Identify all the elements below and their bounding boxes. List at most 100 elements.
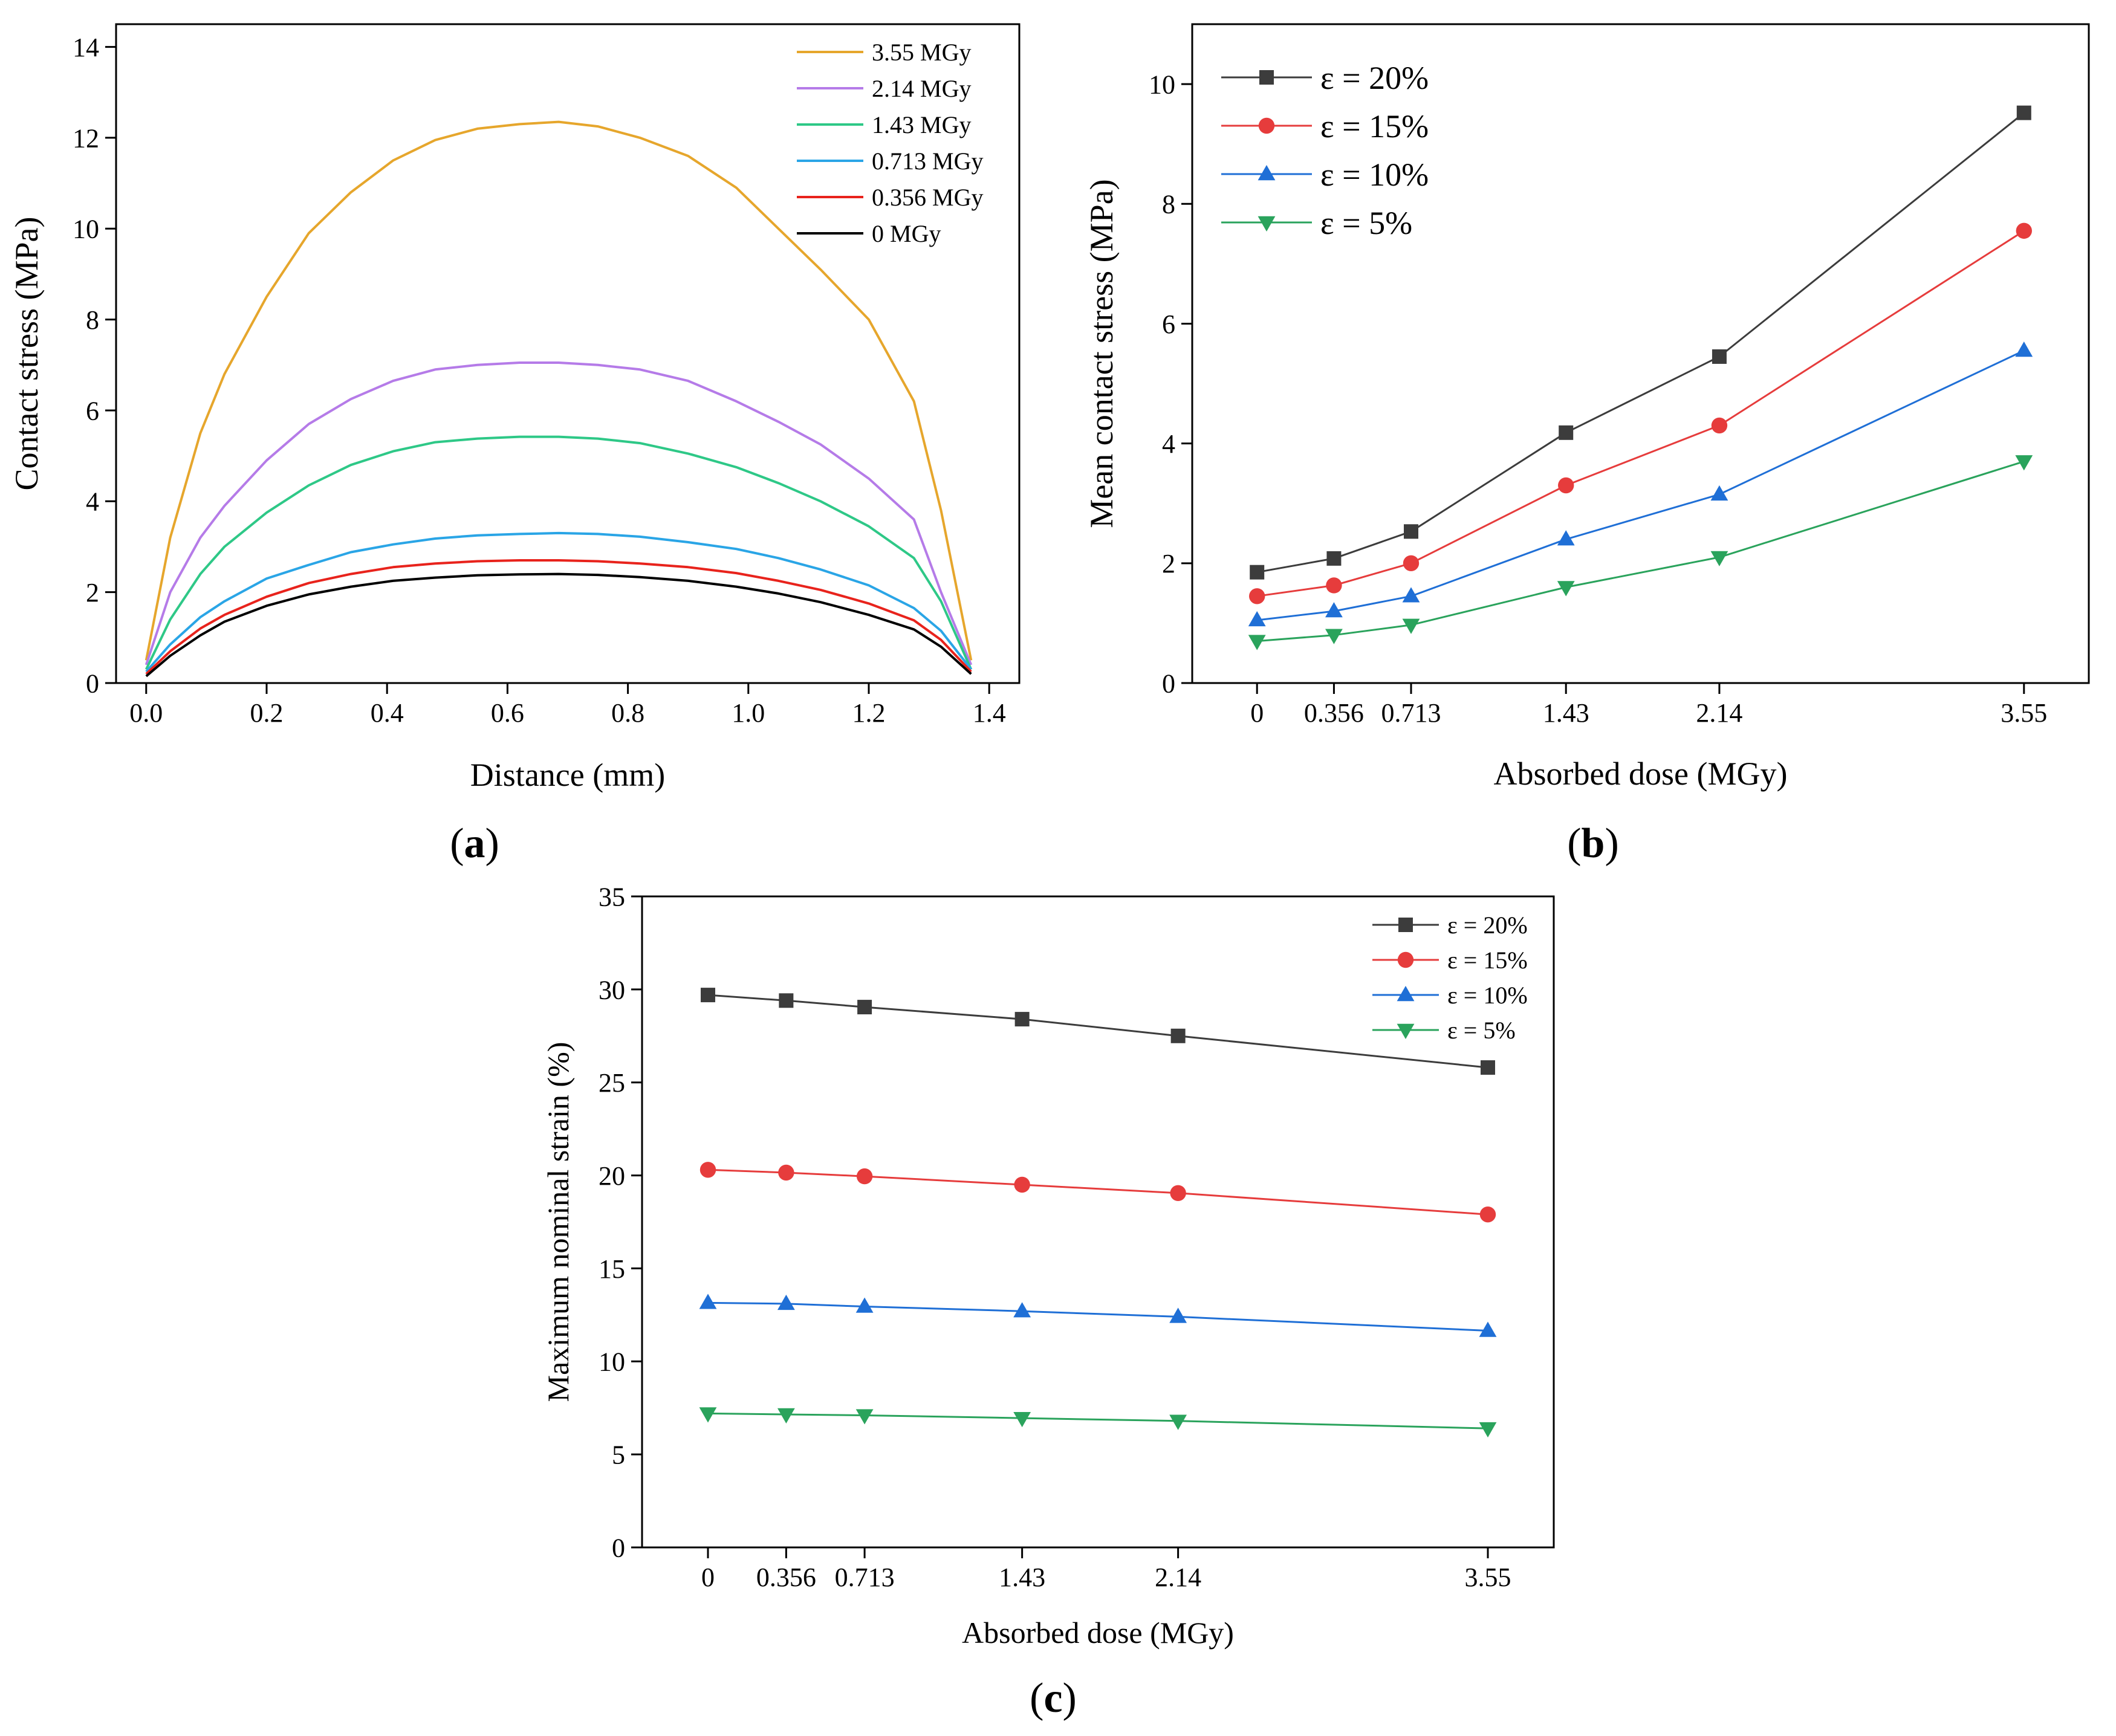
legend-marker	[1259, 70, 1274, 85]
x-tick-label: 0	[701, 1563, 715, 1592]
x-tick-label: 3.55	[2001, 698, 2047, 728]
data-point	[1480, 1060, 1495, 1075]
x-axis-label: Absorbed dose (MGy)	[1494, 756, 1788, 792]
legend-label: ε = 20%	[1447, 912, 1528, 939]
series-line	[1257, 460, 2025, 643]
panel-letter: a	[464, 820, 485, 867]
series-line	[707, 994, 1488, 1069]
panel-paren: (	[450, 820, 464, 867]
series-line	[144, 361, 973, 666]
x-axis-label: Absorbed dose (MGy)	[962, 1616, 1234, 1650]
panel-b-mean-contact-stress-chart: 0 0.356 0.713 1.43 2.14 3.55 0 2 4 6 8 10 Absorbed d…	[1083, 23, 2090, 867]
y-tick-label: 0	[612, 1533, 625, 1563]
series-0	[1250, 105, 2031, 580]
legend-marker	[1397, 951, 1414, 968]
data-point	[1326, 551, 1342, 566]
data-point	[855, 1409, 874, 1425]
plot-frame	[641, 895, 1555, 1549]
legend-label: 2.14 MGy	[872, 75, 971, 102]
y-tick-label: 6	[86, 396, 99, 426]
legend-label: ε = 20%	[1320, 60, 1429, 96]
x-tick-label: 0.6	[491, 698, 524, 728]
legend-label: 0 MGy	[872, 220, 941, 247]
series-line	[707, 1301, 1488, 1332]
x-tick-label: 0.713	[835, 1563, 895, 1592]
data-point	[1248, 611, 1266, 627]
panel-label: (a)	[450, 820, 499, 867]
legend: 3.55 MGy 2.14 MGy 1.43 MGy 0.713 MGy 0.356 M…	[797, 39, 983, 247]
y-axis-label: Mean contact stress (MPa)	[1083, 179, 1120, 528]
y-tick-label: 4	[1162, 429, 1175, 459]
data-point	[1250, 565, 1265, 580]
series-line	[144, 435, 973, 670]
data-point	[2016, 222, 2032, 239]
x-tick-label: 2.14	[1155, 1563, 1201, 1592]
y-tick-label: 8	[86, 305, 99, 335]
panel-c-maximum-nominal-strain-chart: 0 0.356 0.713 1.43 2.14 3.55 0 5 10 15 20 25 30 35 Abs…	[541, 882, 1555, 1721]
legend-label: 3.55 MGy	[872, 39, 971, 66]
panel-paren: )	[1605, 820, 1618, 867]
series-line	[144, 120, 973, 661]
data-point	[1479, 1206, 1496, 1223]
x-tick-label: 1.43	[1543, 698, 1589, 728]
panel-letter: c	[1043, 1675, 1062, 1721]
y-axis-label: Contact stress (MPa)	[8, 217, 45, 491]
legend-label: ε = 5%	[1447, 1017, 1516, 1044]
panel-paren: (	[1030, 1675, 1043, 1721]
plot-frame	[1191, 23, 2090, 684]
data-point	[2016, 105, 2031, 120]
legend-marker	[1398, 918, 1413, 932]
x-tick-label: 0.356	[1304, 698, 1364, 728]
data-point	[779, 993, 794, 1008]
panel-paren: (	[1567, 820, 1581, 867]
data-point	[1170, 1185, 1186, 1202]
panel-label: (b)	[1567, 820, 1619, 867]
y-tick-label: 8	[1162, 190, 1175, 219]
x-axis-label: Distance (mm)	[470, 757, 665, 793]
data-point	[856, 1168, 873, 1185]
data-point	[1014, 1012, 1030, 1027]
legend-label: 1.43 MGy	[872, 111, 971, 138]
data-point	[1402, 587, 1420, 603]
series-2	[699, 1294, 1497, 1337]
legend-label: 0.356 MGy	[872, 184, 983, 211]
data-point	[1325, 629, 1343, 644]
data-point	[1558, 477, 1574, 494]
data-point	[1013, 1302, 1031, 1318]
series-2	[1248, 342, 2033, 627]
data-point	[855, 1297, 874, 1313]
series-3	[1248, 455, 2033, 650]
legend-label: ε = 5%	[1320, 205, 1412, 241]
series-2	[144, 435, 973, 670]
series-5	[145, 572, 972, 678]
data-point	[1013, 1411, 1031, 1428]
y-tick-label: 0	[1162, 669, 1175, 698]
panel-label: (c)	[1030, 1675, 1077, 1721]
data-point	[701, 988, 716, 1003]
data-point	[699, 1162, 716, 1178]
series-0	[701, 988, 1495, 1075]
y-tick-label: 15	[599, 1254, 625, 1284]
series-line	[1257, 349, 2025, 621]
data-point	[1557, 530, 1575, 546]
plot-frame	[115, 23, 1021, 684]
x-tick-label: 0.0	[129, 698, 163, 728]
series-1	[1249, 222, 2032, 604]
series-4	[145, 559, 972, 675]
panel-paren: )	[485, 820, 499, 867]
series-1	[699, 1162, 1496, 1223]
data-point	[857, 1000, 872, 1015]
y-tick-label: 5	[612, 1440, 625, 1470]
series-line	[1256, 112, 2025, 574]
x-tick-label: 0.356	[756, 1563, 816, 1592]
data-point	[1403, 555, 1420, 572]
y-tick-label: 4	[86, 487, 99, 517]
panel-a-contact-stress-chart: 0.0 0.2 0.4 0.6 0.8 1.0 1.2 1.4 0 2 4 6 8 10 12 14 Dista…	[8, 23, 1021, 867]
y-tick-label: 2	[86, 578, 99, 607]
x-tick-label: 0.8	[611, 698, 644, 728]
legend-marker	[1258, 216, 1276, 232]
y-tick-label: 10	[1149, 70, 1175, 99]
data-point	[1479, 1321, 1497, 1337]
data-point	[1169, 1414, 1187, 1430]
y-tick-label: 2	[1162, 549, 1175, 578]
